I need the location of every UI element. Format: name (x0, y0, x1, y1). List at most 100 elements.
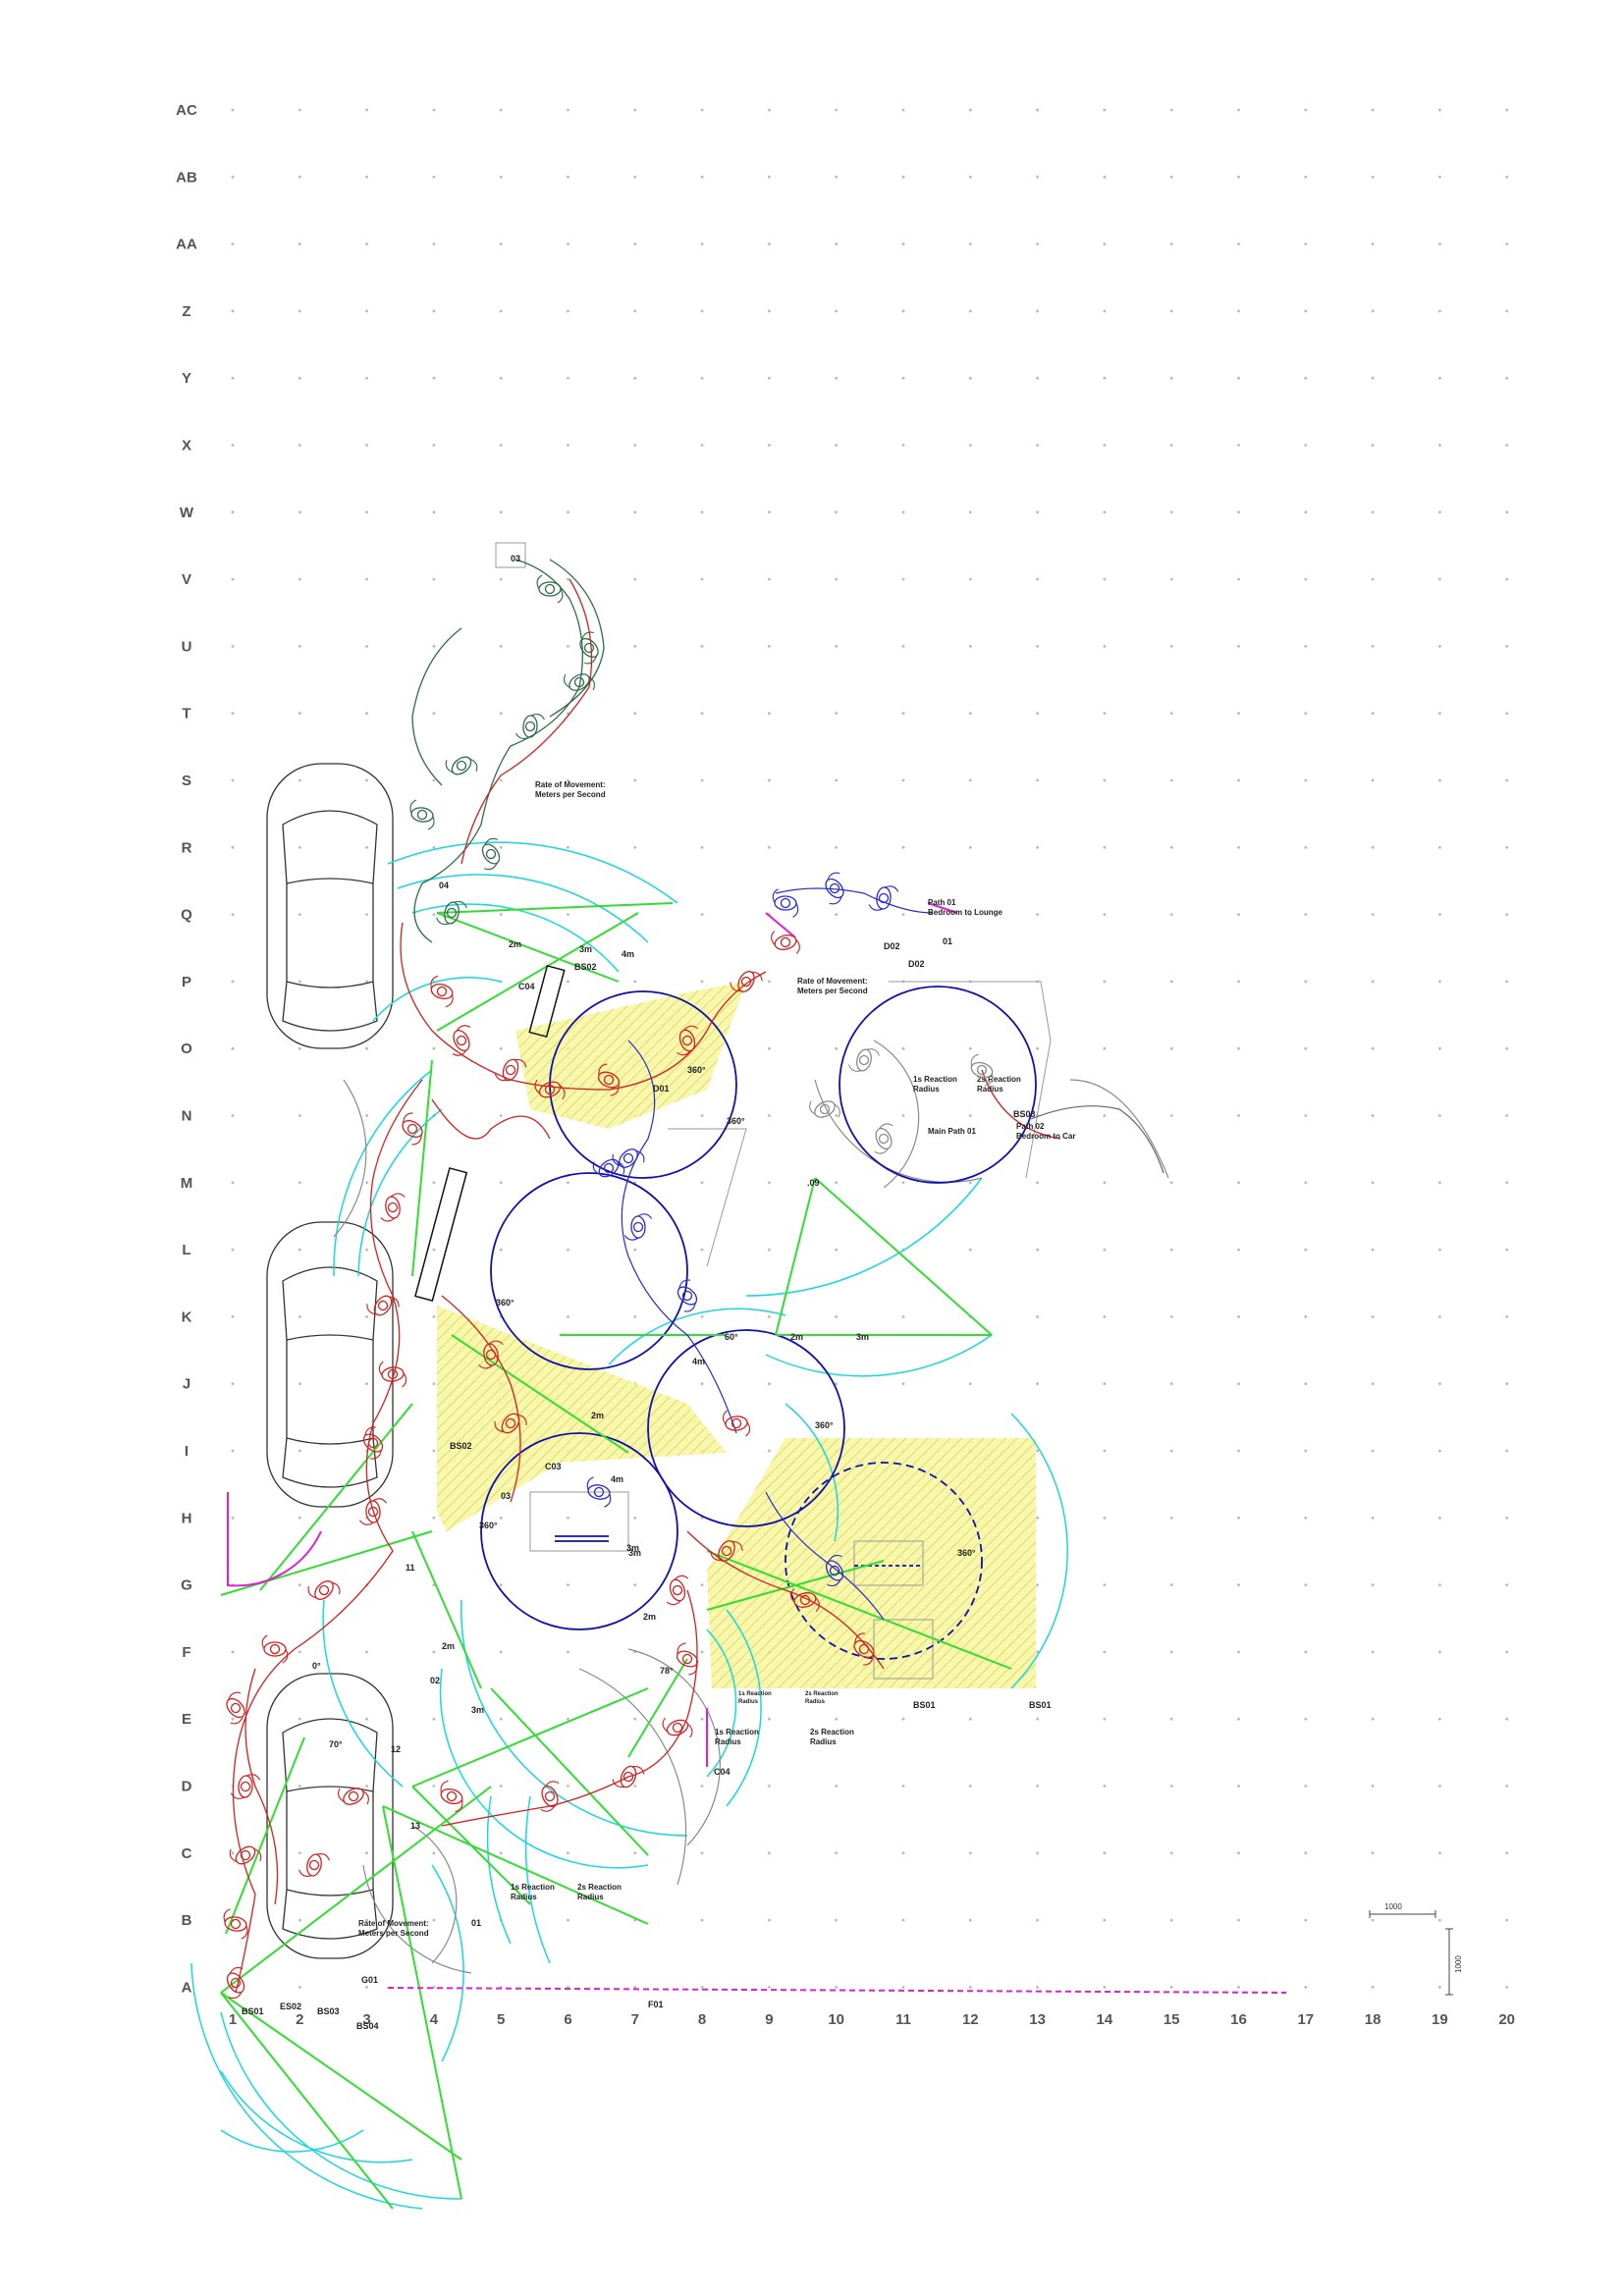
grid-dot (1103, 242, 1107, 246)
grid-dot (700, 980, 704, 984)
grid-dot (567, 980, 569, 984)
path-02-subtitle: Bedroom to Car (1016, 1132, 1075, 1141)
figure-head (858, 1054, 870, 1066)
grid-dot (1505, 1315, 1509, 1318)
person-figure (592, 1158, 625, 1178)
grid-dot (231, 577, 235, 581)
grid-dot (1237, 309, 1240, 313)
figure-head (318, 1584, 330, 1596)
figure-arms (440, 1780, 463, 1813)
grid-dot (1237, 1382, 1240, 1386)
grid-dot (1237, 1181, 1240, 1185)
grid-dot (499, 510, 503, 514)
grid-dot (633, 712, 637, 716)
figure-head (603, 1074, 615, 1086)
figure-head (603, 1162, 615, 1174)
rate-note-v-line2: Meters per Second (535, 790, 606, 799)
grid-dot (231, 1382, 235, 1386)
grid-dot (231, 444, 235, 447)
deg-60: 60° (725, 1332, 738, 1342)
grid-dot (901, 510, 905, 514)
figure-arms (772, 888, 799, 918)
grid-dot (700, 1248, 704, 1252)
grid-dot (835, 1248, 839, 1252)
grid-dot (835, 1181, 839, 1185)
person-figure (494, 1413, 527, 1434)
figure-body (737, 971, 755, 992)
column-label: 5 (497, 2011, 505, 2028)
grid-dot (298, 1382, 301, 1386)
grid-dot (231, 1181, 235, 1185)
grid-dot (1371, 1851, 1375, 1855)
person-figure (380, 1193, 406, 1222)
grid-dot (700, 444, 704, 447)
grid-dot (700, 1785, 704, 1788)
figure-body (410, 807, 434, 823)
grid-dot (432, 1181, 436, 1185)
grid-dot (298, 845, 301, 849)
grid-dot (700, 645, 704, 648)
grid-dot (298, 1315, 301, 1318)
figure-arms (307, 1581, 341, 1599)
figure-body (502, 1058, 519, 1082)
figure-body (725, 1415, 748, 1431)
figure-head (505, 1064, 516, 1076)
figure-head (544, 583, 556, 595)
scale-bars (1369, 1910, 1453, 1996)
deg-360-d: 360° (479, 1521, 498, 1530)
row-label: J (183, 1376, 190, 1393)
tag-d03: 03 (511, 554, 520, 563)
person-figure (970, 1053, 994, 1087)
grid-dot (1438, 1181, 1441, 1185)
grid-dot (1169, 1785, 1173, 1788)
person-figure (230, 1774, 261, 1799)
row-label: H (182, 1510, 192, 1526)
grid-dot (1371, 645, 1375, 648)
grid-dot (1169, 712, 1173, 716)
grid-dot (901, 1046, 905, 1050)
grid-dot (835, 1046, 839, 1050)
grid-dot (365, 309, 368, 313)
grid-dot (1438, 175, 1441, 179)
row-label: T (182, 706, 190, 722)
tag-bs01-low: BS01 (242, 2006, 264, 2016)
figure-head (829, 882, 840, 894)
grid-dot (835, 242, 839, 246)
grid-dot (1505, 1181, 1509, 1185)
person-figure (809, 1100, 840, 1118)
grid-dot (365, 108, 368, 112)
grid-dot (231, 845, 235, 849)
grid-dot (365, 577, 368, 581)
grid-dot (835, 309, 839, 313)
row-label: G (181, 1577, 192, 1594)
grid-dot (1438, 1248, 1441, 1252)
person-figures (223, 574, 994, 2000)
person-figure (710, 1540, 743, 1562)
grid-dot (1169, 913, 1173, 916)
tag-d02: D02 (884, 941, 900, 951)
grid-dot (432, 845, 436, 849)
grid-dot (1505, 309, 1509, 313)
grid-dot (1036, 108, 1039, 112)
circle-l (490, 1172, 688, 1370)
grid-dot (1036, 1717, 1039, 1721)
grid-dot (1438, 1583, 1441, 1586)
figure-head (240, 1781, 251, 1792)
grid-dot (1169, 980, 1173, 984)
column-label: 10 (828, 2011, 844, 2028)
grid-dot (567, 1717, 569, 1721)
figure-head (623, 1771, 634, 1783)
grid-dot (968, 1986, 972, 1989)
figure-head (544, 1790, 556, 1802)
grid-dot (1169, 1449, 1173, 1453)
person-figure (579, 631, 599, 665)
grid-dot (432, 1516, 436, 1520)
grid-dot (1237, 108, 1240, 112)
grid-dot (768, 1851, 771, 1855)
grid-dot (365, 845, 368, 849)
grid-dot (1103, 1248, 1107, 1252)
figure-arms (403, 1112, 422, 1146)
grid-dot (633, 577, 637, 581)
grid-dot (499, 1650, 503, 1654)
grid-dot (1169, 510, 1173, 514)
